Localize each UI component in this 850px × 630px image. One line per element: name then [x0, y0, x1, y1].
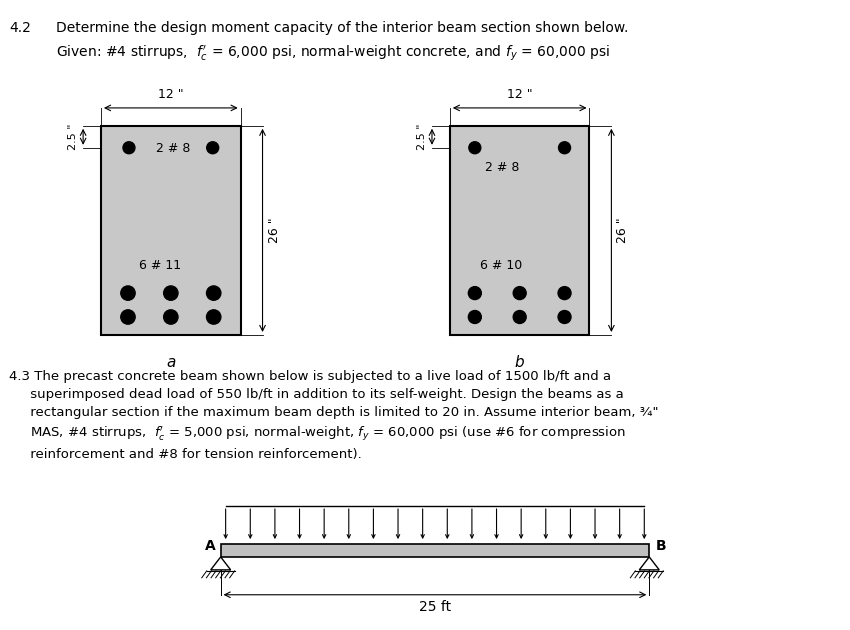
Text: Given: #4 stirrups,  $f_c'$ = 6,000 psi, normal-weight concrete, and $f_y$ = 60,: Given: #4 stirrups, $f_c'$ = 6,000 psi, … [56, 43, 610, 63]
Circle shape [164, 286, 178, 301]
Circle shape [121, 286, 135, 301]
Circle shape [121, 310, 135, 324]
Bar [450, 126, 589, 335]
Circle shape [468, 311, 481, 323]
Bar [221, 544, 649, 557]
Circle shape [469, 142, 481, 154]
Text: 2.5 ": 2.5 " [68, 123, 78, 150]
Polygon shape [639, 557, 660, 570]
Text: A: A [205, 539, 216, 553]
Text: 2 # 8: 2 # 8 [484, 161, 519, 174]
Bar [101, 126, 241, 335]
Text: 12 ": 12 " [158, 88, 184, 101]
Circle shape [558, 142, 570, 154]
Text: 6 # 11: 6 # 11 [139, 259, 181, 272]
Text: 4.3 The precast concrete beam shown below is subjected to a live load of 1500 lb: 4.3 The precast concrete beam shown belo… [9, 370, 659, 461]
Text: 26 ": 26 " [268, 217, 280, 243]
Circle shape [164, 310, 178, 324]
Text: 2 # 8: 2 # 8 [156, 142, 190, 155]
Circle shape [207, 142, 218, 154]
Text: 2.5 ": 2.5 " [417, 123, 427, 150]
Circle shape [513, 287, 526, 300]
Circle shape [468, 287, 481, 300]
Circle shape [513, 311, 526, 323]
Circle shape [558, 311, 571, 323]
Text: 26 ": 26 " [616, 217, 629, 243]
Text: 25 ft: 25 ft [419, 600, 451, 614]
Circle shape [558, 287, 571, 300]
Circle shape [207, 286, 221, 301]
Text: Determine the design moment capacity of the interior beam section shown below.: Determine the design moment capacity of … [56, 21, 629, 35]
Text: b: b [515, 355, 524, 370]
Polygon shape [211, 557, 230, 570]
Circle shape [123, 142, 135, 154]
Text: B: B [656, 539, 667, 553]
Text: 12 ": 12 " [507, 88, 532, 101]
Text: 4.2: 4.2 [9, 21, 31, 35]
Text: 6 # 10: 6 # 10 [479, 259, 522, 272]
Text: a: a [166, 355, 175, 370]
Circle shape [207, 310, 221, 324]
